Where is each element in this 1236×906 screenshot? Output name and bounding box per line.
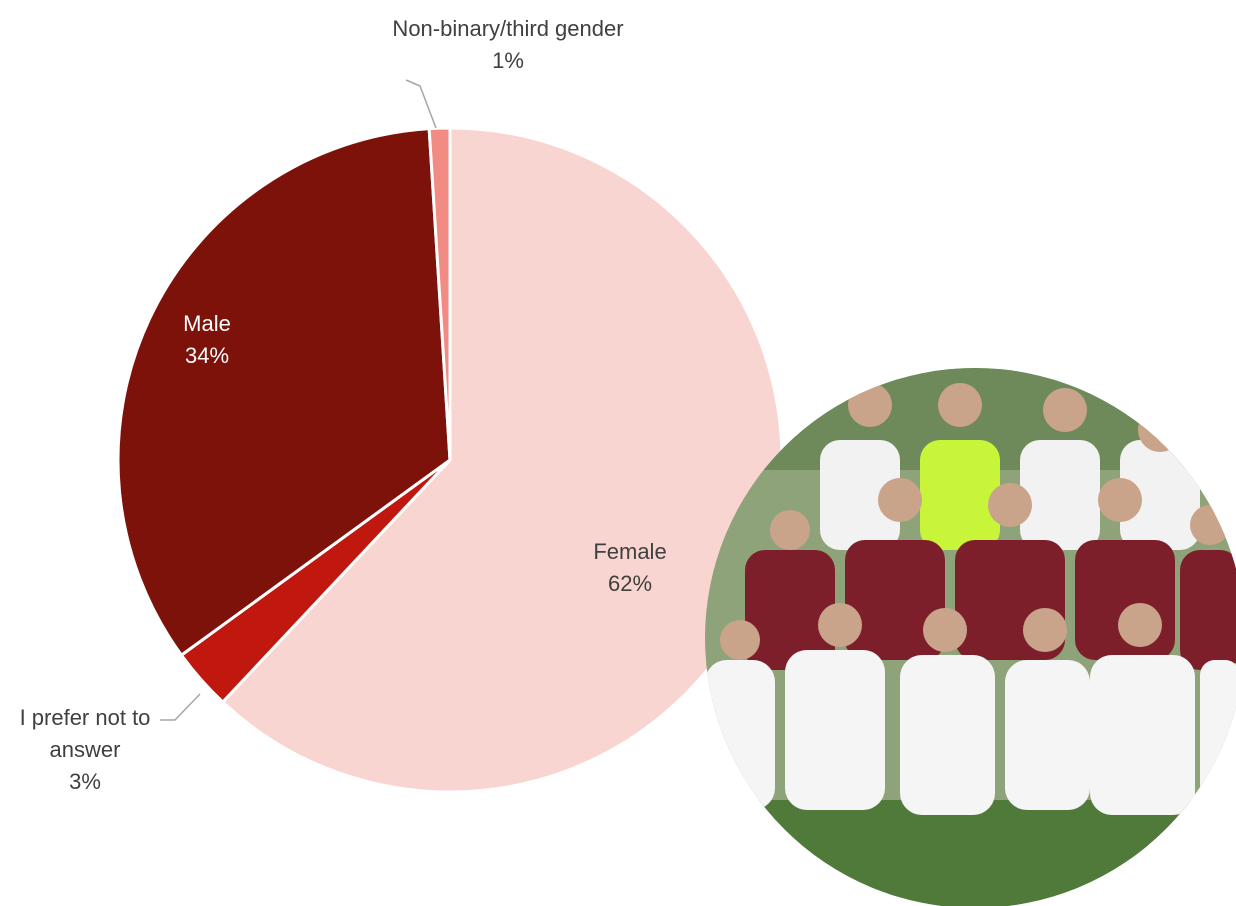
slice-label: Female 62% — [593, 536, 666, 600]
category-label: Female — [593, 539, 667, 564]
category-label: I prefer not to answer — [19, 705, 151, 762]
slice-label: Non-binary/third gender 1% — [392, 13, 623, 77]
value-label: 34% — [184, 343, 230, 368]
pie-slice — [427, 126, 452, 461]
leader-line — [405, 79, 437, 129]
value-label: 62% — [607, 571, 653, 596]
category-label: Non-binary/third gender — [392, 16, 624, 41]
value-label: 1% — [492, 48, 524, 73]
pie — [116, 126, 784, 794]
pie-slice — [116, 127, 452, 658]
value-label: 3% — [69, 769, 101, 794]
slice-label: Male 34% — [183, 308, 231, 372]
category-label: Male — [183, 311, 231, 336]
leader-line — [160, 693, 201, 721]
slice-label: I prefer not to answer 3% — [5, 702, 165, 798]
